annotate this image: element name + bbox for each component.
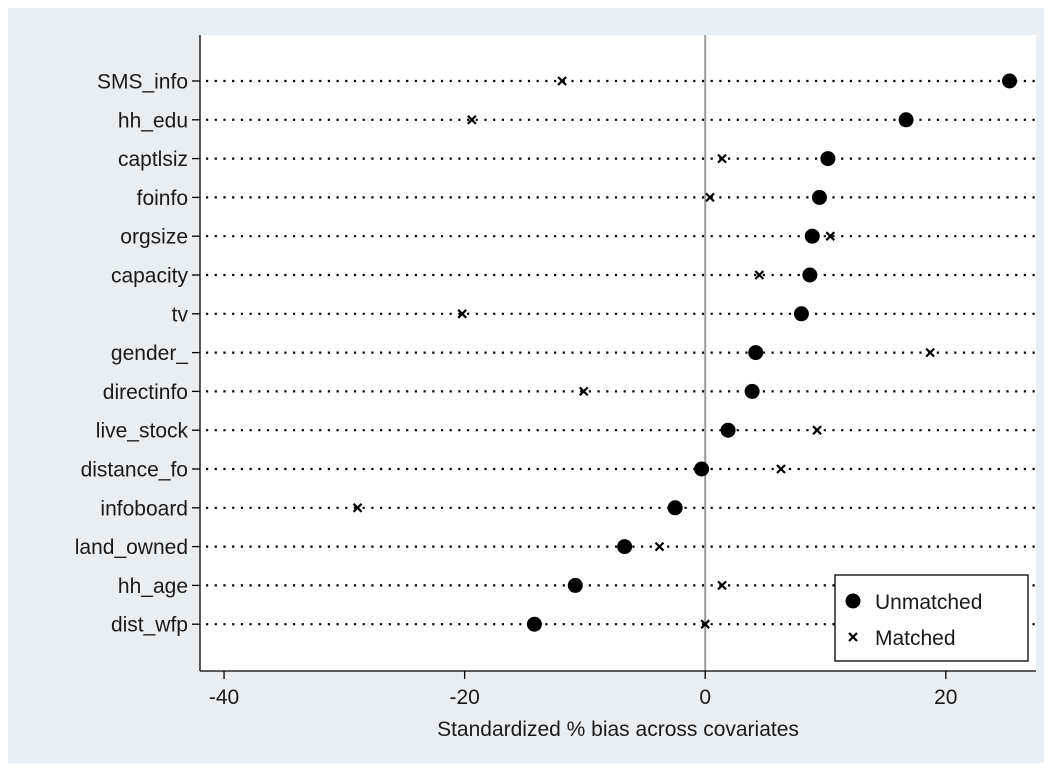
plot-area bbox=[200, 35, 1036, 671]
y-tick-label-dist_wfp: dist_wfp bbox=[111, 614, 188, 637]
unmatched-marker-orgsize bbox=[804, 228, 820, 244]
data-markers bbox=[352, 73, 1018, 632]
unmatched-marker-land_owned bbox=[617, 539, 633, 555]
legend-marker-unmatched bbox=[845, 593, 861, 609]
legend-box bbox=[834, 574, 1029, 662]
matched-marker-dist_wfp bbox=[700, 619, 710, 629]
y-tick-label-tv: tv bbox=[172, 303, 189, 326]
y-tick-label-live_stock: live_stock bbox=[96, 420, 189, 443]
y-tick-label-hh_edu: hh_edu bbox=[118, 109, 188, 132]
matched-marker-foinfo bbox=[705, 192, 715, 203]
unmatched-marker-dist_wfp bbox=[526, 616, 542, 632]
matched-marker-gender_ bbox=[925, 347, 935, 358]
unmatched-marker-directinfo bbox=[744, 383, 760, 399]
y-tick-label-gender_: gender_ bbox=[111, 342, 188, 365]
unmatched-marker-distance_fo bbox=[694, 461, 710, 477]
unmatched-marker-capacity bbox=[802, 267, 818, 283]
matched-marker-tv bbox=[457, 309, 468, 319]
matched-marker-capacity bbox=[754, 270, 765, 280]
y-tick-label-captlsiz: captlsiz bbox=[118, 148, 188, 171]
unmatched-marker-tv bbox=[793, 306, 809, 322]
matched-marker-captlsiz bbox=[717, 153, 727, 164]
legend: Unmatched Matched bbox=[834, 574, 1029, 662]
matched-marker-live_stock bbox=[812, 425, 822, 435]
y-tick-label-capacity: capacity bbox=[111, 265, 189, 288]
y-axis-ticks: SMS_info hh_edu captlsiz foinfo orgsize capac… bbox=[75, 71, 200, 637]
y-tick-label-distance_fo: distance_fo bbox=[81, 459, 188, 482]
y-tick-label-foinfo: foinfo bbox=[137, 187, 188, 210]
y-tick-label-orgsize: orgsize bbox=[120, 226, 188, 249]
unmatched-marker-gender_ bbox=[748, 345, 764, 361]
x-tick-label--20: -20 bbox=[449, 686, 479, 709]
unmatched-marker-live_stock bbox=[720, 422, 736, 438]
matched-marker-land_owned bbox=[654, 541, 665, 552]
x-axis-ticks: -40 -20 0 20 bbox=[209, 671, 957, 709]
matched-marker-hh_edu bbox=[467, 115, 477, 125]
x-tick-label-0: 0 bbox=[699, 686, 711, 709]
unmatched-marker-foinfo bbox=[811, 189, 827, 205]
legend-marker-matched bbox=[848, 632, 858, 642]
matched-marker-orgsize bbox=[825, 231, 836, 241]
y-tick-label-hh_age: hh_age bbox=[118, 575, 188, 598]
unmatched-marker-sms_info bbox=[1002, 73, 1018, 89]
x-tick-label--40: -40 bbox=[209, 686, 239, 709]
matched-marker-hh_age bbox=[717, 580, 727, 591]
matched-marker-sms_info bbox=[557, 76, 567, 86]
unmatched-marker-hh_edu bbox=[898, 112, 914, 128]
legend-label-unmatched: Unmatched bbox=[875, 591, 982, 614]
unmatched-marker-hh_age bbox=[567, 577, 583, 593]
y-tick-label-directinfo: directinfo bbox=[103, 381, 188, 404]
unmatched-marker-infoboard bbox=[667, 500, 683, 516]
y-tick-label-land_owned: land_owned bbox=[75, 536, 188, 559]
matched-marker-infoboard bbox=[352, 503, 363, 513]
x-axis-title: Standardized % bias across covariates bbox=[437, 718, 799, 741]
matched-marker-directinfo bbox=[578, 386, 589, 397]
unmatched-marker-captlsiz bbox=[820, 151, 836, 167]
y-tick-label-infoboard: infoboard bbox=[100, 497, 188, 520]
y-tick-label-SMS_info: SMS_info bbox=[97, 71, 188, 94]
matched-marker-distance_fo bbox=[776, 464, 786, 474]
x-tick-label-20: 20 bbox=[934, 686, 957, 709]
legend-label-matched: Matched bbox=[875, 627, 956, 650]
